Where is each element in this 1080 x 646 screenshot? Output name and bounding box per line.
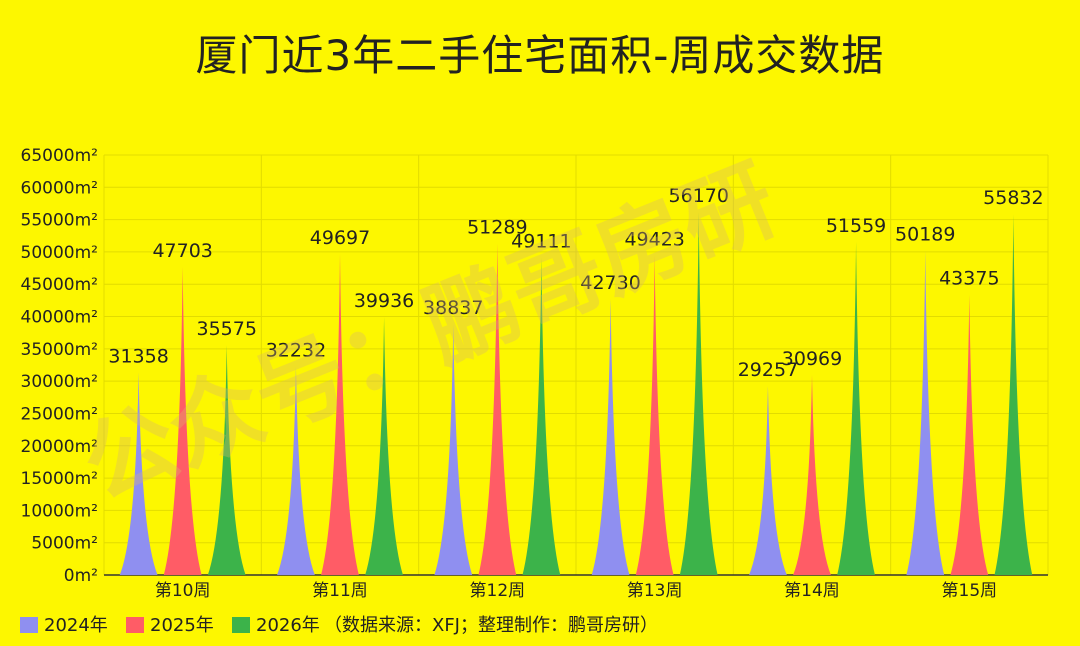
y-tick-label: 30000m² — [21, 372, 98, 392]
y-tick-label: 5000m² — [31, 534, 98, 554]
value-label: 50189 — [895, 224, 955, 246]
spike-2024年-第13周 — [591, 298, 630, 575]
value-label: 49111 — [511, 231, 571, 253]
spike-2024年-第11周 — [277, 366, 315, 575]
spike-2024年-第15周 — [906, 250, 945, 575]
source-note: （数据来源：XFJ；整理制作：鹏哥房研） — [324, 615, 658, 636]
x-category-label: 第15周 — [942, 581, 998, 601]
spike-2025年-第13周 — [635, 255, 674, 576]
spike-2026年-第15周 — [994, 214, 1033, 575]
spike-2024年-第12周 — [434, 324, 473, 575]
spike-2024年-第10周 — [119, 372, 158, 575]
value-label: 42730 — [580, 272, 640, 294]
spike-2026年-第10周 — [207, 345, 246, 575]
legend-swatch — [126, 617, 144, 633]
spike-2026年-第13周 — [679, 212, 718, 575]
y-tick-label: 65000m² — [21, 146, 98, 166]
y-tick-label: 35000m² — [21, 340, 98, 360]
value-label: 43375 — [939, 268, 999, 290]
chart-marks — [119, 212, 1033, 576]
value-labels: 31358 47703 35575 32232 49697 39936 38837 51289… — [108, 185, 1043, 381]
y-tick-label: 0m² — [64, 566, 98, 586]
legend-swatch — [20, 617, 38, 633]
value-label: 35575 — [196, 318, 256, 340]
value-label: 38837 — [423, 297, 483, 319]
x-category-label: 第10周 — [155, 581, 211, 601]
value-label: 30969 — [782, 348, 842, 370]
x-axis-categories: 第10周 第11周 第12周 第13周 第14周 第15周 — [155, 581, 997, 601]
legend-label: 2024年 — [44, 615, 108, 636]
y-tick-label: 10000m² — [21, 501, 98, 521]
legend-label: 2026年 — [256, 615, 320, 636]
y-axis-ticks: 0m² 5000m² 10000m² 15000m² 20000m² 25000m² 300… — [21, 146, 98, 586]
y-tick-label: 50000m² — [21, 243, 98, 263]
watermark: 公众号：鹏哥房研 — [68, 145, 791, 520]
value-label: 39936 — [354, 290, 414, 312]
value-label: 51289 — [467, 217, 527, 239]
spike-2024年-第14周 — [749, 385, 787, 575]
value-label: 56170 — [668, 185, 728, 207]
chart-title: 厦门近3年二手住宅面积-周成交数据 — [195, 31, 885, 80]
value-label: 49423 — [624, 229, 684, 251]
spike-2025年-第15周 — [950, 294, 989, 575]
y-tick-label: 15000m² — [21, 469, 98, 489]
x-category-label: 第13周 — [627, 581, 683, 601]
grid-lines — [103, 154, 1049, 576]
y-tick-label: 55000m² — [21, 211, 98, 231]
legend: 2024年 2025年 2026年 （数据来源：XFJ；整理制作：鹏哥房研） — [20, 615, 658, 636]
value-label: 51559 — [826, 215, 886, 237]
y-tick-label: 25000m² — [21, 404, 98, 424]
y-tick-label: 45000m² — [21, 275, 98, 295]
value-label: 31358 — [108, 345, 168, 367]
legend-swatch — [232, 617, 250, 633]
x-category-label: 第11周 — [312, 581, 368, 601]
value-label: 47703 — [152, 240, 212, 262]
spike-2026年-第14周 — [837, 241, 875, 575]
value-label: 55832 — [983, 187, 1043, 209]
value-label: 49697 — [310, 227, 370, 249]
y-tick-label: 40000m² — [21, 308, 98, 328]
y-tick-label: 20000m² — [21, 437, 98, 457]
spike-2025年-第12周 — [478, 243, 517, 575]
legend-label: 2025年 — [150, 615, 214, 636]
value-label: 29257 — [738, 359, 798, 381]
spike-2026年-第12周 — [522, 257, 561, 575]
x-category-label: 第12周 — [470, 581, 526, 601]
spike-2025年-第10周 — [163, 266, 202, 575]
value-label: 32232 — [266, 340, 326, 362]
spike-2025年-第11周 — [321, 253, 359, 575]
spike-2025年-第14周 — [793, 374, 831, 575]
spike-2026年-第11周 — [365, 316, 403, 575]
x-category-label: 第14周 — [784, 581, 840, 601]
y-tick-label: 60000m² — [21, 178, 98, 198]
